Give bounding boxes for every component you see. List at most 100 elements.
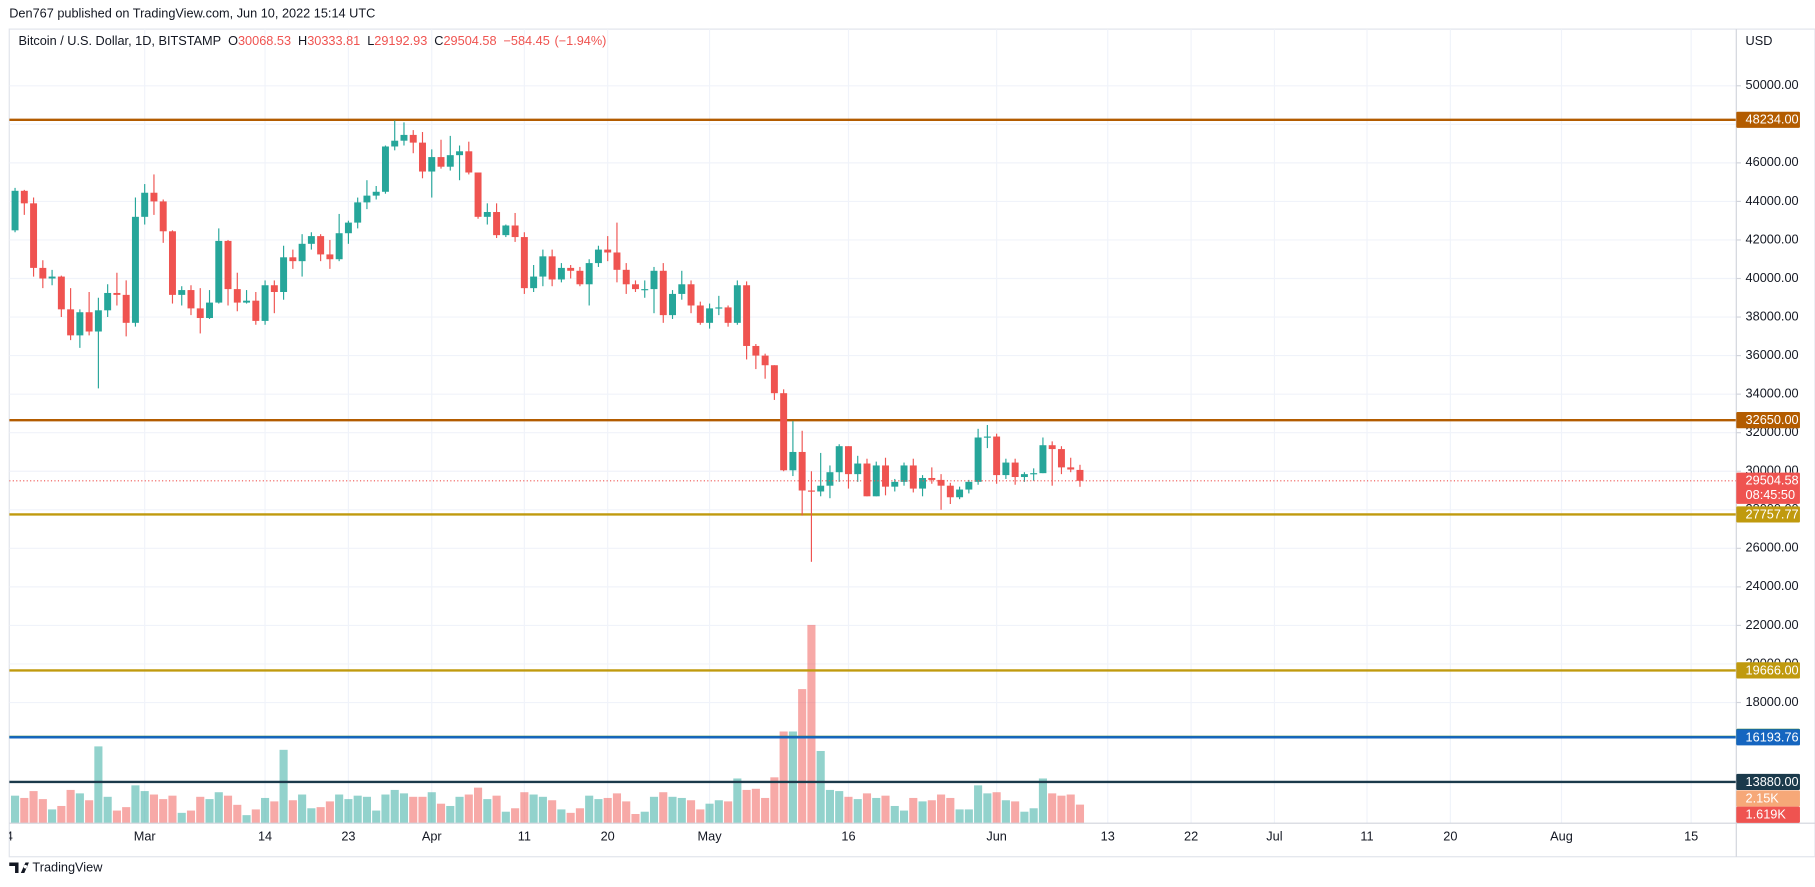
- candle-body: [826, 472, 834, 486]
- candle-body: [483, 212, 491, 217]
- volume-bar: [399, 793, 409, 824]
- candle-body: [724, 307, 732, 323]
- time-axis: 14 Mar 14 23 Apr 11 20 May 16 Jun 13 22 Jul 11 20 Aug 15: [9, 828, 1698, 843]
- volume-bar: [1011, 801, 1020, 824]
- x-tick-label: 15: [1684, 828, 1698, 843]
- ohlc-value: 29504.58: [443, 33, 496, 48]
- candle-body: [854, 463, 862, 475]
- candle-body: [261, 285, 269, 321]
- candle-body: [159, 201, 167, 232]
- volume-bar: [372, 810, 381, 824]
- x-tick-label: 20: [1443, 828, 1457, 843]
- y-tick-label: 34000.00: [1746, 386, 1799, 401]
- countdown: 08:45:50: [1746, 487, 1796, 502]
- candle-body: [687, 284, 695, 306]
- level-tag: [1736, 662, 1800, 679]
- volume-bar: [464, 794, 473, 824]
- volume-bar: [29, 791, 38, 824]
- candle-body: [641, 289, 649, 291]
- candle-body: [613, 252, 621, 270]
- volume-bar: [862, 793, 872, 824]
- volume-bar: [344, 799, 353, 824]
- volume-bar: [131, 785, 140, 824]
- brand: TradingView: [32, 860, 103, 875]
- volume-bar: [1048, 793, 1057, 824]
- candle-body: [863, 463, 871, 497]
- level-tag: [1736, 506, 1800, 523]
- volume-bar: [742, 789, 751, 824]
- volume-bar: [779, 731, 788, 824]
- currency: USD: [1746, 33, 1773, 48]
- y-tick-label: 42000.00: [1746, 231, 1799, 246]
- candle-body: [993, 436, 1001, 476]
- candle-body: [493, 212, 501, 236]
- volume-bar: [974, 785, 983, 824]
- volume-bar: [612, 793, 622, 824]
- candle-body: [104, 292, 112, 311]
- volume-tag: [1736, 790, 1800, 807]
- volume-bar: [890, 805, 899, 824]
- volume-bar: [418, 796, 427, 824]
- volume-bar: [566, 812, 575, 824]
- x-tick-label: Aug: [1550, 828, 1573, 843]
- candles: [9, 120, 1737, 562]
- volume-bar: [992, 792, 1001, 824]
- x-tick-label: 22: [1184, 828, 1198, 843]
- tradingview-logo: TradingView: [9, 860, 103, 875]
- candle-body: [289, 257, 297, 262]
- candle-body: [956, 489, 964, 498]
- candle-body: [780, 393, 788, 471]
- volume-pane: [10, 624, 1085, 824]
- ohlc-letter: C: [434, 33, 443, 48]
- volume-bar: [538, 796, 547, 824]
- candle-body: [39, 267, 47, 279]
- volume-bar: [1075, 804, 1085, 824]
- volume-bar: [446, 805, 455, 824]
- y-tick-label: 46000.00: [1746, 154, 1799, 169]
- volume-bar: [474, 787, 483, 824]
- candle-body: [807, 490, 815, 492]
- volume-bar: [1038, 778, 1047, 824]
- volume-bar: [668, 796, 677, 824]
- candle-body: [233, 289, 241, 303]
- x-tick-label: 11: [518, 828, 531, 843]
- level-tag-label: 19666.00: [1746, 662, 1799, 677]
- volume-bar: [705, 803, 714, 824]
- candle-body: [354, 202, 362, 223]
- candle-body: [178, 290, 186, 295]
- level-tag-label: 13880.00: [1746, 774, 1799, 789]
- volume-bar: [223, 795, 233, 824]
- level-tag-label: 16193.76: [1746, 729, 1799, 744]
- chart-frame: [8, 28, 1815, 858]
- candle-body: [11, 190, 19, 231]
- volume-bar: [575, 808, 584, 824]
- x-tick-label: Jun: [986, 828, 1007, 843]
- candle-body: [141, 192, 149, 217]
- volume-bar: [427, 792, 436, 824]
- level-tag: [1736, 729, 1800, 746]
- volume-bar: [724, 801, 733, 824]
- candle-body: [1039, 445, 1047, 474]
- y-tick-label: 36000.00: [1746, 347, 1799, 362]
- candle-body: [770, 365, 778, 394]
- volume-bar: [149, 794, 159, 824]
- candle-body: [215, 240, 223, 303]
- level-tag: [1736, 412, 1800, 429]
- level-tag: [1736, 773, 1800, 791]
- candle-body: [511, 225, 519, 238]
- ohlc-letter: O: [228, 33, 238, 48]
- volume-bar: [140, 791, 149, 824]
- volume-bar: [1066, 794, 1075, 824]
- candle-body: [909, 465, 917, 489]
- candle-body: [715, 307, 723, 309]
- level-tag-label: 32650.00: [1746, 412, 1799, 427]
- volume-bar: [983, 793, 992, 824]
- level-tag-label: 27757.77: [1746, 506, 1799, 521]
- volume-bar: [288, 800, 297, 824]
- x-tick-label: May: [698, 828, 723, 843]
- volume-bar: [57, 805, 66, 824]
- x-tick-label: 20: [601, 828, 615, 843]
- volume-bar: [714, 800, 723, 824]
- candle-body: [548, 256, 556, 280]
- candle-body: [252, 300, 260, 321]
